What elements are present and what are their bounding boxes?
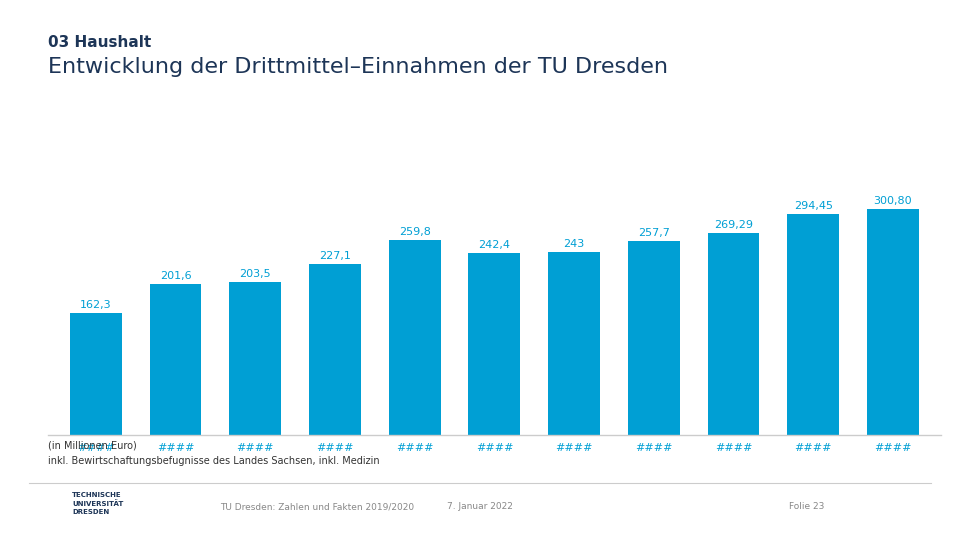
Text: 242,4: 242,4	[478, 240, 511, 250]
Bar	[708, 233, 759, 435]
Bar	[468, 253, 520, 435]
Text: 300,80: 300,80	[874, 196, 912, 206]
Bar	[628, 241, 680, 435]
Text: 259,8: 259,8	[398, 227, 431, 237]
Text: 269,29: 269,29	[714, 220, 753, 229]
Text: 201,6: 201,6	[159, 271, 191, 280]
Text: 294,45: 294,45	[794, 201, 832, 211]
Text: Folie 23: Folie 23	[789, 502, 824, 511]
Bar	[548, 252, 600, 435]
Text: 227,1: 227,1	[319, 252, 351, 261]
Text: 203,5: 203,5	[239, 269, 271, 279]
Bar	[70, 313, 122, 435]
Text: 162,3: 162,3	[80, 300, 111, 310]
Bar	[309, 265, 361, 435]
Text: TECHNISCHE
UNIVERSITÄT
DRESDEN: TECHNISCHE UNIVERSITÄT DRESDEN	[72, 491, 124, 515]
Bar	[229, 282, 281, 435]
Bar	[150, 284, 202, 435]
Text: TU Dresden: Zahlen und Fakten 2019/2020: TU Dresden: Zahlen und Fakten 2019/2020	[220, 502, 414, 511]
Text: 7. Januar 2022: 7. Januar 2022	[447, 502, 513, 511]
Text: Entwicklung der Drittmittel–Einnahmen der TU Dresden: Entwicklung der Drittmittel–Einnahmen de…	[48, 57, 668, 77]
Text: (in Millionen Euro): (in Millionen Euro)	[48, 440, 136, 450]
Text: 243: 243	[564, 239, 585, 249]
Bar	[389, 240, 441, 435]
Bar	[867, 209, 919, 435]
Text: inkl. Bewirtschaftungsbefugnisse des Landes Sachsen, inkl. Medizin: inkl. Bewirtschaftungsbefugnisse des Lan…	[48, 456, 379, 467]
Text: 257,7: 257,7	[637, 228, 670, 239]
Bar	[787, 214, 839, 435]
Text: 03 Haushalt: 03 Haushalt	[48, 35, 152, 50]
